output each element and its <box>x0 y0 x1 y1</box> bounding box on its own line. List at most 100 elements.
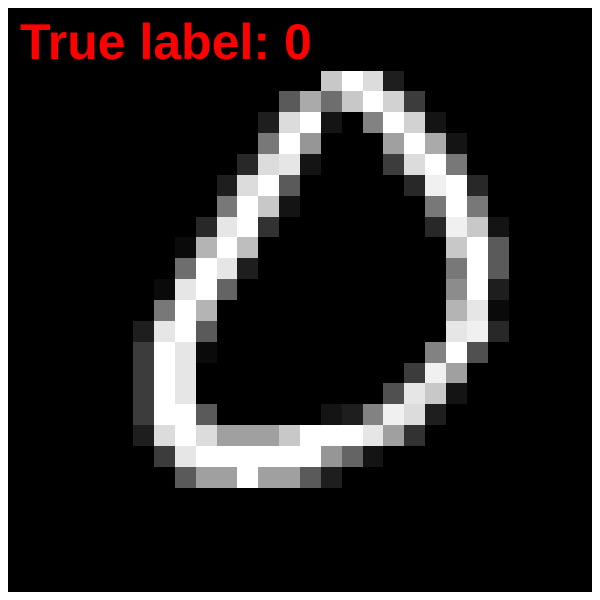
pixel <box>258 300 280 321</box>
pixel <box>300 550 321 572</box>
pixel <box>216 446 238 467</box>
pixel <box>383 112 405 134</box>
pixel <box>425 70 446 92</box>
pixel <box>28 446 50 467</box>
pixel <box>154 49 175 71</box>
pixel <box>446 279 467 300</box>
pixel <box>133 49 154 71</box>
pixel <box>195 133 217 154</box>
pixel <box>174 28 196 50</box>
pixel <box>508 341 530 363</box>
pixel <box>362 320 384 342</box>
pixel <box>49 216 71 238</box>
pixel <box>341 49 363 71</box>
pixel <box>8 320 29 342</box>
pixel <box>28 237 50 259</box>
pixel <box>91 28 113 50</box>
pixel <box>279 508 300 530</box>
pixel <box>154 362 175 384</box>
pixel <box>341 466 363 488</box>
pixel <box>49 28 71 50</box>
pixel <box>112 112 134 134</box>
pixel <box>320 195 342 217</box>
pixel <box>258 279 280 300</box>
pixel <box>70 383 92 405</box>
pixel <box>174 425 196 446</box>
pixel <box>466 258 488 280</box>
pixel <box>508 133 530 154</box>
pixel <box>341 487 363 509</box>
pixel <box>258 70 280 92</box>
pixel <box>425 133 446 154</box>
pixel <box>70 341 92 363</box>
pixel <box>70 237 92 259</box>
pixel <box>571 70 592 92</box>
pixel <box>341 550 363 572</box>
pixel <box>508 300 530 321</box>
pixel <box>425 258 446 280</box>
pixel <box>8 529 29 551</box>
pixel <box>112 550 134 572</box>
pixel <box>425 404 446 426</box>
pixel <box>487 112 509 134</box>
pixel <box>466 341 488 363</box>
pixel <box>28 466 50 488</box>
pixel <box>174 508 196 530</box>
pixel <box>320 487 342 509</box>
pixel <box>300 466 321 488</box>
pixel <box>550 216 572 238</box>
pixel <box>28 112 50 134</box>
pixel <box>28 133 50 154</box>
pixel <box>571 425 592 446</box>
pixel <box>508 404 530 426</box>
pixel <box>70 91 92 113</box>
pixel <box>195 49 217 71</box>
pixel <box>174 195 196 217</box>
pixel <box>341 320 363 342</box>
pixel <box>216 133 238 154</box>
pixel <box>571 8 592 29</box>
pixel <box>8 70 29 92</box>
pixel <box>466 237 488 259</box>
pixel <box>279 174 300 196</box>
pixel <box>258 529 280 551</box>
pixel <box>195 446 217 467</box>
pixel <box>300 195 321 217</box>
pixel <box>195 216 217 238</box>
pixel <box>28 404 50 426</box>
pixel <box>28 508 50 530</box>
pixel <box>300 258 321 280</box>
pixel <box>466 8 488 29</box>
pixel <box>216 112 238 134</box>
pixel <box>279 112 300 134</box>
pixel <box>154 529 175 551</box>
pixel <box>487 154 509 175</box>
pixel <box>341 154 363 175</box>
pixel <box>508 174 530 196</box>
pixel <box>341 529 363 551</box>
pixel <box>279 28 300 50</box>
pixel <box>258 133 280 154</box>
pixel <box>362 91 384 113</box>
pixel <box>174 8 196 29</box>
pixel <box>341 362 363 384</box>
pixel <box>216 28 238 50</box>
pixel <box>404 174 426 196</box>
pixel <box>341 446 363 467</box>
pixel <box>195 112 217 134</box>
pixel <box>28 28 50 50</box>
pixel <box>112 466 134 488</box>
pixel <box>550 404 572 426</box>
pixel <box>91 362 113 384</box>
pixel <box>446 508 467 530</box>
pixel <box>529 362 551 384</box>
pixel <box>320 320 342 342</box>
pixel <box>404 383 426 405</box>
pixel <box>258 112 280 134</box>
pixel <box>112 279 134 300</box>
pixel <box>8 279 29 300</box>
pixel <box>8 28 29 50</box>
pixel <box>487 466 509 488</box>
pixel <box>237 404 259 426</box>
pixel <box>195 571 217 592</box>
